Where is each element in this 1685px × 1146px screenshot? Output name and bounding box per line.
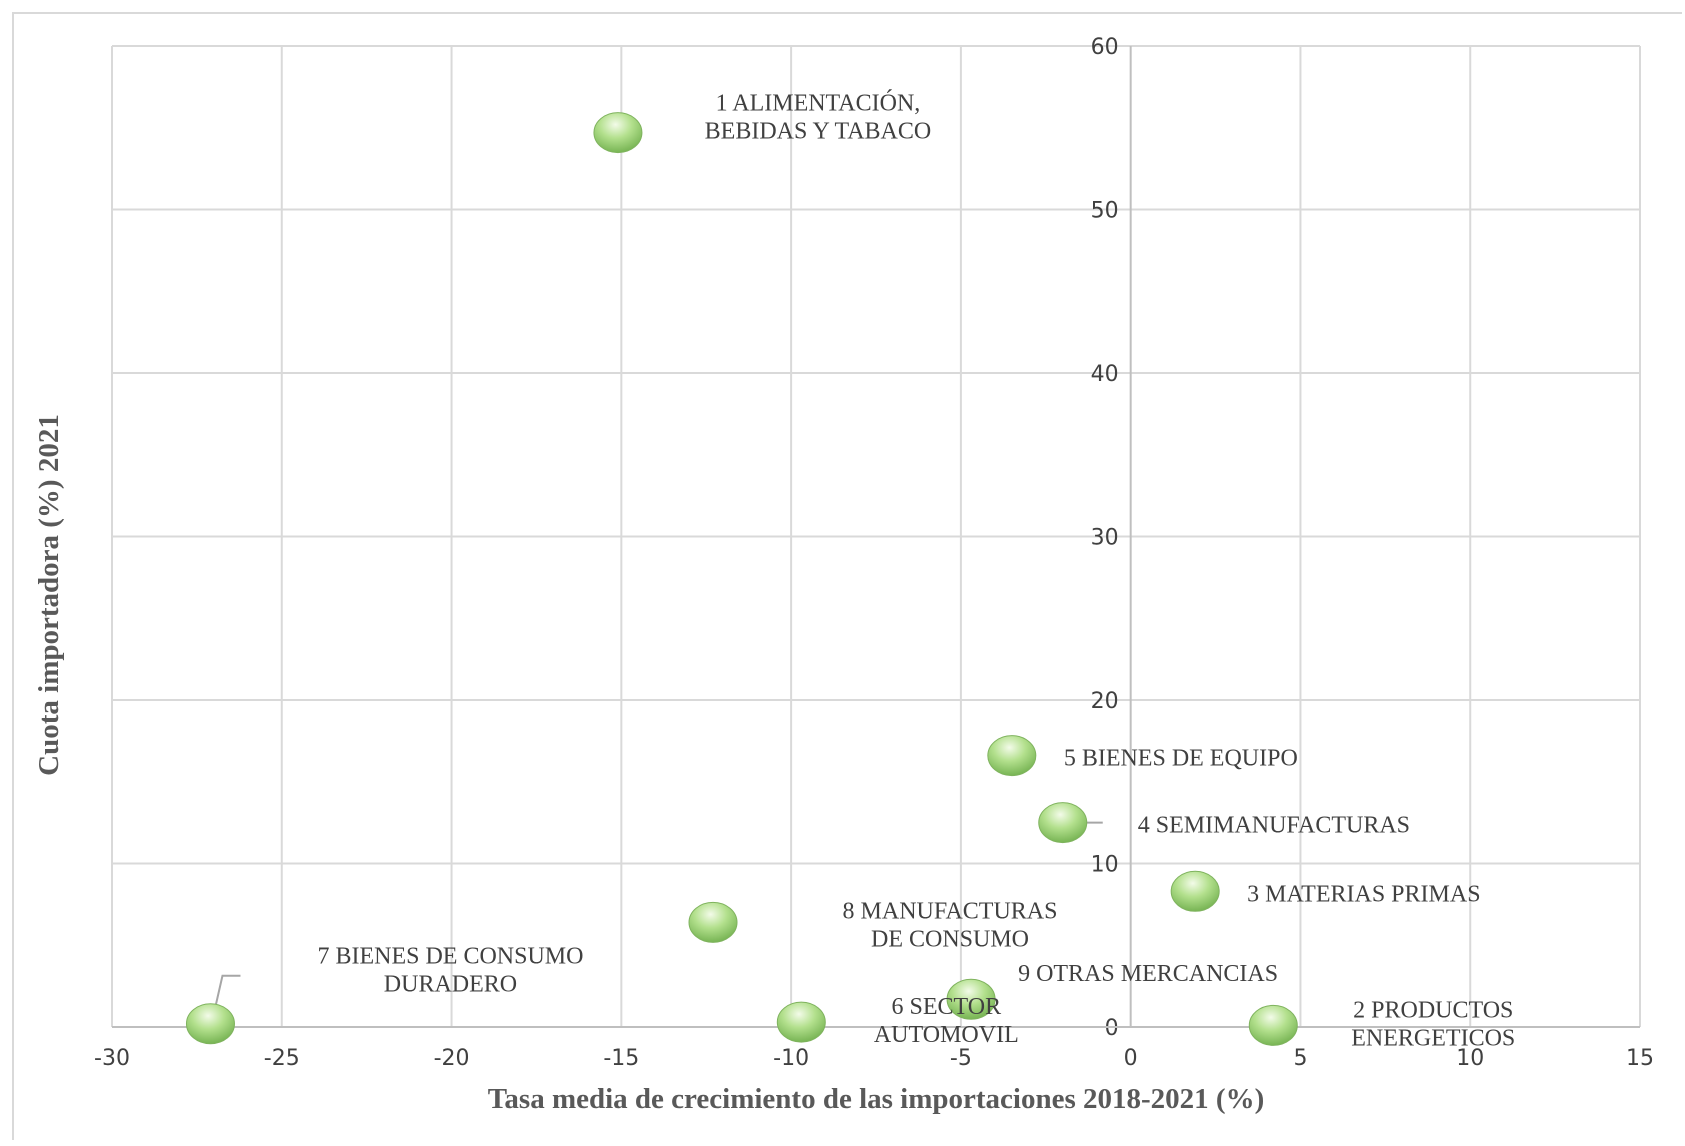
data-point-label-line: 1 ALIMENTACIÓN, [716,90,921,117]
data-point-label-line: 5 BIENES DE EQUIPO [1064,746,1298,772]
y-tick-label: 20 [1091,689,1119,714]
data-point-label-line: ENERGETICOS [1351,1025,1515,1051]
data-point-label-line: 7 BIENES DE CONSUMO [317,944,583,970]
data-point-label-line: 6 SECTOR [892,994,1002,1020]
data-point [987,735,1037,777]
y-tick-label: 40 [1091,362,1119,387]
data-point-label-line: DE CONSUMO [871,926,1029,952]
grid-lines [111,45,1641,1028]
x-axis-title: Tasa media de crecimiento de las importa… [488,1083,1264,1115]
x-tick-label: -10 [773,1046,809,1071]
chart-frame [12,12,1682,1140]
y-tick-label: 60 [1091,35,1119,60]
data-point [946,978,996,1020]
data-point-label: 5 BIENES DE EQUIPO [1064,746,1298,772]
data-point-label-line: DURADERO [384,972,517,998]
data-point [1038,802,1088,844]
x-tick-label: 15 [1626,1046,1654,1071]
data-point [593,112,643,154]
x-tick-label: -25 [264,1046,300,1071]
data-point-label-line: 3 MATERIAS PRIMAS [1247,881,1480,907]
data-point-label-line: AUTOMOVIL [874,1022,1019,1048]
data-point-label: 1 ALIMENTACIÓN, BEBIDAS Y TABACO [705,90,932,145]
data-point-label: 2 PRODUCTOS ENERGETICOS [1351,997,1515,1051]
data-point [776,1001,826,1043]
y-tick-label: 10 [1091,853,1119,878]
data-point-label-line: BEBIDAS Y TABACO [705,119,932,145]
data-point [688,901,738,943]
x-tick-label: -15 [603,1046,639,1071]
point-labels: 1 ALIMENTACIÓN, BEBIDAS Y TABACO 2 PRODUCT… [317,90,1515,1052]
data-point-label: 9 OTRAS MERCANCIAS [1018,961,1278,987]
data-point-label-line: 9 OTRAS MERCANCIAS [1018,961,1278,987]
data-point-label-line: 4 SEMIMANUFACTURAS [1138,813,1410,839]
x-tick-label: -30 [94,1046,130,1071]
data-points [185,112,1298,1046]
x-tick-label: -20 [434,1046,470,1071]
y-axis-title: Cuota importadora (%) 2021 [33,414,65,776]
data-point [1170,870,1220,912]
y-tick-label: 50 [1091,199,1119,224]
data-point-label-line: 8 MANUFACTURAS [843,898,1058,924]
data-point-label-line: 2 PRODUCTOS [1353,997,1513,1023]
x-tick-label: 5 [1293,1046,1307,1071]
data-point-label: 4 SEMIMANUFACTURAS [1138,813,1410,839]
data-point-label: 8 MANUFACTURAS DE CONSUMO [843,898,1058,952]
x-tick-label: -5 [950,1046,972,1071]
y-tick-label: 30 [1091,526,1119,551]
x-tick-label: 0 [1124,1046,1138,1071]
data-point [1248,1004,1298,1046]
data-point-label: 6 SECTOR AUTOMOVIL [874,994,1019,1048]
data-point-label: 7 BIENES DE CONSUMO DURADERO [317,944,583,998]
data-point-label: 3 MATERIAS PRIMAS [1247,881,1480,907]
y-tick-label: 0 [1105,1016,1119,1041]
axes: -30 -25 -20 -15 -10 -5 0 5 10 15 0 10 20 30 40 50 60 [94,35,1654,1071]
data-point [185,1003,235,1045]
x-tick-label: 10 [1456,1046,1484,1071]
